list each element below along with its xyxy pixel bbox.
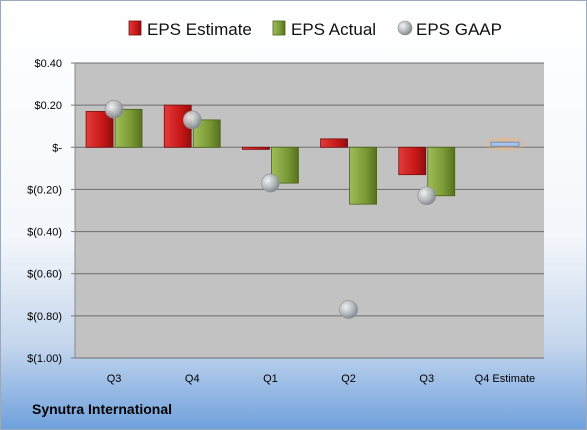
eps-actual-bar: [271, 146, 299, 184]
eps-gaap-marker: [339, 300, 358, 319]
legend-eps-actual-label: EPS Actual: [291, 20, 376, 39]
eps-estimate-bar: [85, 111, 114, 148]
x-tick-label: Q4: [185, 373, 200, 385]
y-tick-label: $(1.00): [27, 353, 62, 365]
x-tick-label: Q4 Estimate: [475, 373, 536, 385]
x-tick-label: Q1: [263, 373, 278, 385]
y-tick-label: $(0.60): [27, 269, 62, 281]
company-name: Synutra International: [32, 401, 173, 417]
legend-eps-gaap-label: EPS GAAP: [416, 20, 502, 39]
eps-estimate-bar: [320, 138, 348, 148]
legend-eps-estimate-swatch: [128, 20, 142, 36]
eps-gaap-marker: [182, 110, 202, 130]
y-tick-label: $(0.80): [27, 311, 62, 323]
eps-gaap-marker: [261, 173, 280, 193]
x-tick-label: Q2: [341, 373, 356, 385]
x-tick-label: Q3: [107, 373, 122, 385]
legend-eps-actual-swatch: [272, 20, 286, 36]
eps-estimate-bar: [398, 146, 427, 176]
y-tick-label: $0.20: [34, 100, 62, 112]
legend-eps-estimate-label: EPS Estimate: [147, 20, 252, 39]
eps-gaap-marker: [417, 186, 437, 206]
y-tick-label: $0.40: [34, 58, 62, 70]
eps-estimate-bar: [242, 146, 270, 150]
q4-estimate-bar: [490, 141, 520, 147]
y-tick-label: $(0.20): [27, 184, 62, 196]
eps-actual-bar: [349, 146, 377, 205]
eps-actual-bar: [427, 146, 456, 197]
plot-area: [75, 63, 544, 358]
y-tick-label: $(0.40): [27, 227, 62, 239]
legend-eps-gaap-swatch: [397, 20, 413, 36]
y-tick-label: $-: [52, 142, 62, 154]
x-tick-label: Q3: [419, 373, 434, 385]
eps-gaap-marker: [104, 100, 124, 119]
